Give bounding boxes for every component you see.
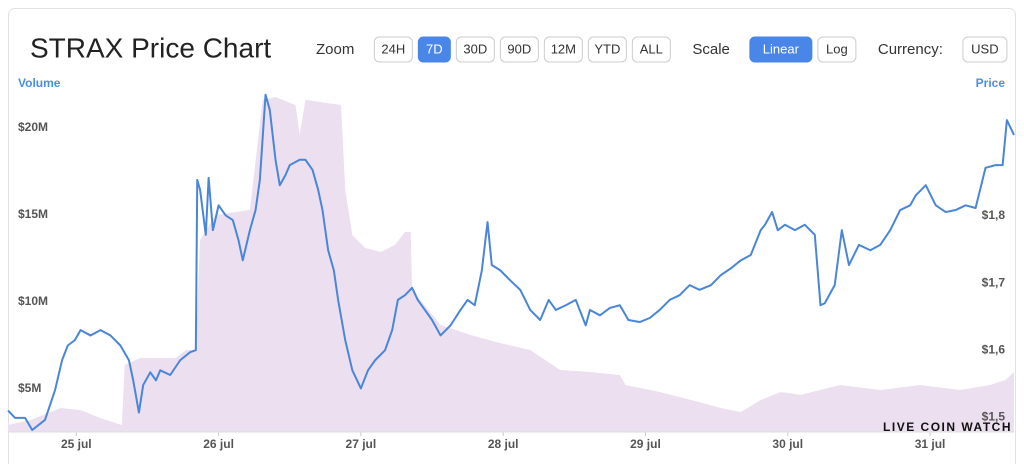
button[interactable]	[817, 36, 857, 63]
button[interactable]	[499, 36, 539, 63]
button[interactable]	[455, 36, 495, 63]
button[interactable]	[587, 36, 627, 63]
x-tick-label: 25 jul	[61, 437, 92, 451]
y-tick-label: $20M	[18, 120, 48, 134]
x-tick-label: 29 jul	[630, 437, 661, 451]
price-line	[7, 93, 1015, 431]
control-label: Scale	[692, 41, 730, 58]
watermark: LIVE COIN WATCH	[883, 420, 1012, 434]
y2-tick-label: $1,7	[982, 275, 1006, 289]
button-label[interactable]: 90D	[507, 41, 531, 56]
button-label[interactable]: Log	[826, 41, 848, 56]
control-label: Zoom	[316, 41, 354, 58]
button[interactable]	[373, 36, 413, 63]
button-label[interactable]: 7D	[426, 41, 443, 56]
y2-tick-label: $1,8	[982, 208, 1006, 222]
y2-tick-label: $1,6	[982, 342, 1006, 356]
button-label[interactable]: Linear	[763, 41, 800, 56]
button[interactable]	[631, 36, 671, 63]
x-tick-label: 28 jul	[488, 437, 519, 451]
y-tick-label: $5M	[18, 381, 41, 395]
y-tick-label: $10M	[18, 294, 48, 308]
button[interactable]	[417, 36, 451, 63]
button-label[interactable]: 30D	[463, 41, 487, 56]
axis-title: Volume	[18, 76, 61, 90]
button[interactable]	[749, 36, 813, 63]
button-label[interactable]: 24H	[381, 41, 405, 56]
button-label[interactable]: YTD	[594, 41, 620, 56]
x-tick-label: 26 jul	[203, 437, 234, 451]
button-label[interactable]: 12M	[551, 41, 576, 56]
x-tick-label: 31 jul	[915, 437, 946, 451]
x-tick-label: 27 jul	[346, 437, 377, 451]
y-tick-label: $15M	[18, 207, 48, 221]
control-label: Currency:	[878, 41, 943, 58]
button[interactable]	[962, 36, 1008, 63]
button-label[interactable]: USD	[971, 41, 998, 56]
axis-title: Price	[976, 76, 1006, 90]
x-tick-label: 30 jul	[772, 437, 803, 451]
chart-title: STRAX Price Chart	[30, 32, 271, 63]
button-label[interactable]: ALL	[640, 41, 663, 56]
y2-tick-label: $1,5	[982, 409, 1006, 423]
button[interactable]	[543, 36, 583, 63]
